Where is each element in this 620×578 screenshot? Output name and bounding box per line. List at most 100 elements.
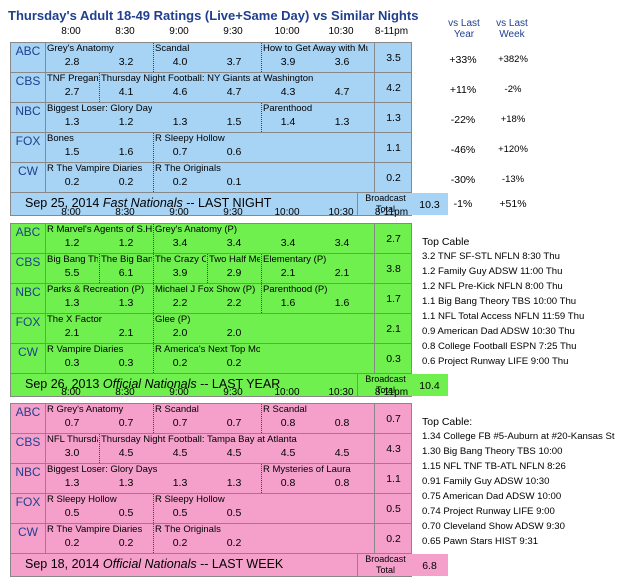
rating-value: 2.2 bbox=[226, 297, 242, 309]
time-header: 10:30 bbox=[328, 387, 354, 398]
rating-value: 2.2 bbox=[172, 297, 188, 309]
vs-last-week-value: +120% bbox=[498, 144, 528, 155]
network-row: NBC Biggest Loser: Glory Days Parenthood 1.… bbox=[11, 103, 411, 133]
program-name: Elementary (P) bbox=[263, 254, 327, 265]
footer-label: Sep 18, 2014 Official Nationals -- LAST … bbox=[25, 557, 283, 571]
cell-divider bbox=[153, 314, 154, 343]
rating-value: 0.2 bbox=[172, 357, 188, 369]
time-header: 8:00 bbox=[61, 26, 81, 37]
time-header: 10:30 bbox=[328, 26, 354, 37]
row-total: 4.2 bbox=[374, 73, 412, 102]
rating-value: 3.9 bbox=[172, 267, 188, 279]
vs-last-year-value: -22% bbox=[450, 114, 476, 126]
footer-source: Official Nationals bbox=[102, 377, 197, 391]
rating-value: 1.3 bbox=[172, 477, 188, 489]
footer-source: Fast Nationals bbox=[102, 196, 183, 210]
rating-value: 2.0 bbox=[226, 327, 242, 339]
network-label: ABC bbox=[11, 404, 46, 433]
network-label: NBC bbox=[11, 284, 46, 313]
row-total: 0.2 bbox=[374, 524, 412, 553]
footer-date: Sep 18, 2014 bbox=[25, 557, 103, 571]
rating-value: 2.7 bbox=[64, 86, 80, 98]
program-name: Biggest Loser: Glory Days bbox=[47, 103, 152, 114]
rating-value: 2.1 bbox=[280, 267, 296, 279]
broadcast-total-label: Broadcast Total bbox=[357, 554, 413, 576]
program-name: R Scandal bbox=[155, 404, 199, 415]
cell-divider bbox=[153, 254, 154, 283]
rating-value: 0.1 bbox=[226, 176, 242, 188]
cell-divider bbox=[153, 133, 154, 162]
cell-divider bbox=[99, 434, 100, 463]
rating-value: 3.4 bbox=[334, 237, 350, 249]
cell-divider bbox=[153, 524, 154, 553]
rating-value: 3.9 bbox=[280, 56, 296, 68]
row-total: 3.5 bbox=[374, 43, 412, 72]
time-header: 9:00 bbox=[169, 26, 189, 37]
rating-value: 1.6 bbox=[334, 297, 350, 309]
rating-value: 2.0 bbox=[172, 327, 188, 339]
network-label: FOX bbox=[11, 314, 46, 343]
rating-value: 0.2 bbox=[64, 537, 80, 549]
time-header: 8-11pm bbox=[374, 26, 409, 37]
vs-last-year-header: vs Last Year bbox=[448, 18, 480, 40]
vs-last-week-value: +18% bbox=[500, 114, 526, 125]
cell-divider bbox=[261, 254, 262, 283]
rating-value: 4.5 bbox=[172, 447, 188, 459]
cell-divider bbox=[261, 404, 262, 433]
network-row: ABC R Grey's Anatomy R Scandal R Scandal 0.7… bbox=[11, 404, 411, 434]
rating-value: 4.1 bbox=[118, 86, 134, 98]
program-name: Parenthood bbox=[263, 103, 313, 114]
time-header: 8:00 bbox=[61, 387, 81, 398]
rating-value: 1.2 bbox=[118, 237, 134, 249]
time-header: 8:30 bbox=[115, 207, 135, 218]
rating-value: 0.7 bbox=[226, 417, 242, 429]
rating-value: 4.6 bbox=[172, 86, 188, 98]
program-name: R The Vampire Diaries bbox=[47, 163, 143, 174]
rating-value: 0.2 bbox=[118, 176, 134, 188]
footer-source: Official Nationals bbox=[102, 557, 197, 571]
broadcast-vs-last-week: +51% bbox=[499, 198, 527, 210]
program-name: Thursday Night Football: NY Giants at Wa… bbox=[101, 73, 314, 84]
cell-divider bbox=[153, 494, 154, 523]
rating-value: 0.2 bbox=[172, 176, 188, 188]
program-name: Glee (P) bbox=[155, 314, 191, 325]
row-total: 0.3 bbox=[374, 344, 412, 373]
row-total: 3.8 bbox=[374, 254, 412, 283]
rating-value: 0.8 bbox=[334, 417, 350, 429]
cell-divider bbox=[153, 43, 154, 72]
program-name: R Scandal bbox=[263, 404, 307, 415]
rating-value: 3.2 bbox=[118, 56, 134, 68]
network-row: FOX Bones R Sleepy Hollow 1.5 1.6 0.7 0.6 1.1 bbox=[11, 133, 411, 163]
rating-value: 0.3 bbox=[64, 357, 80, 369]
rating-value: 4.5 bbox=[334, 447, 350, 459]
rating-value: 1.2 bbox=[118, 116, 134, 128]
rating-value: 4.5 bbox=[118, 447, 134, 459]
program-name: The Crazy Ones (P) bbox=[155, 254, 206, 265]
top-cable-title: Top Cable bbox=[422, 236, 470, 248]
top-cable-item: 1.15 NFL TNF TB-ATL NFLN 8:26 bbox=[422, 461, 566, 472]
network-label: ABC bbox=[11, 43, 46, 72]
network-label: FOX bbox=[11, 494, 46, 523]
rating-value: 0.3 bbox=[118, 357, 134, 369]
broadcast-total-label: Broadcast Total bbox=[357, 193, 413, 215]
top-cable-item: 1.2 NFL Pre-Kick NFLN 8:00 Thu bbox=[422, 281, 563, 292]
vs-last-week-value: +382% bbox=[498, 54, 528, 65]
rating-value: 0.2 bbox=[226, 357, 242, 369]
rating-value: 4.7 bbox=[226, 86, 242, 98]
network-label: CBS bbox=[11, 434, 46, 463]
top-cable-item: 1.30 Big Bang Theory TBS 10:00 bbox=[422, 446, 563, 457]
network-label: CW bbox=[11, 163, 46, 192]
program-name: Michael J Fox Show (P) bbox=[155, 284, 256, 295]
rating-value: 6.1 bbox=[118, 267, 134, 279]
time-header: 9:30 bbox=[223, 207, 243, 218]
rating-value: 0.5 bbox=[172, 507, 188, 519]
program-name: Grey's Anatomy (P) bbox=[155, 224, 238, 235]
time-header: 10:00 bbox=[274, 387, 300, 398]
rating-value: 3.4 bbox=[226, 237, 242, 249]
rating-value: 0.2 bbox=[64, 176, 80, 188]
rating-value: 1.3 bbox=[64, 297, 80, 309]
program-name: Parenthood (P) bbox=[263, 284, 328, 295]
footer-period: -- LAST WEEK bbox=[196, 557, 284, 571]
